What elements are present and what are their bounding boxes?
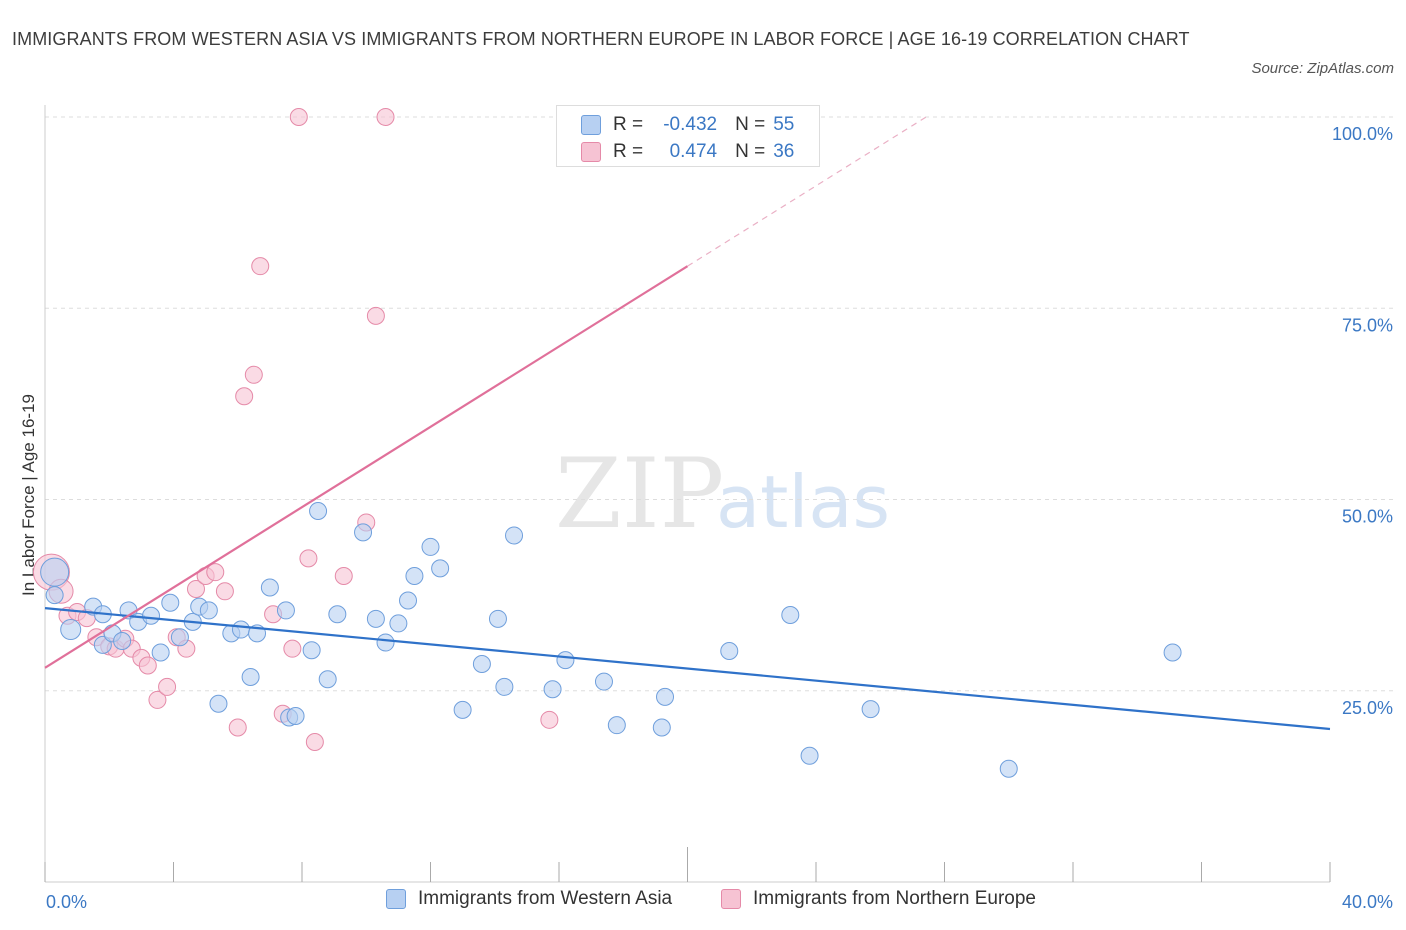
chart-legend: Immigrants from Western Asia Immigrants … — [0, 888, 1406, 916]
western-asia-point — [999, 759, 1018, 778]
western-asia-point — [60, 619, 82, 641]
legend-label: Immigrants from Northern Europe — [753, 888, 1036, 909]
x-tick-label: 0.0% — [46, 892, 87, 912]
western-asia-point — [399, 591, 418, 610]
northern-europe-point — [158, 677, 177, 696]
western-asia-point — [142, 606, 161, 625]
western-asia-point — [720, 641, 739, 660]
northern-europe-point — [186, 580, 205, 599]
western-asia-point — [652, 718, 671, 737]
western-asia-point — [488, 609, 507, 628]
western-asia-point — [405, 567, 424, 585]
y-tick-label: 100.0% — [1332, 124, 1393, 144]
western-asia-point — [170, 628, 189, 647]
northern-europe-point — [334, 567, 353, 585]
northern-europe-point — [244, 365, 263, 384]
blue-swatch-icon — [581, 115, 601, 135]
n-value: 55 — [773, 114, 795, 135]
r-label: R = — [613, 114, 644, 135]
y-tick-label: 25.0% — [1342, 698, 1393, 718]
western-asia-point — [309, 501, 328, 520]
western-asia-point — [231, 620, 250, 639]
correlation-row-western-asia: R = -0.432 N = 55 — [581, 112, 794, 138]
western-asia-point — [199, 601, 218, 620]
western-asia-point — [861, 700, 880, 719]
western-asia-point — [800, 746, 819, 765]
watermark-atlas: atlas — [716, 460, 890, 544]
northern-europe-point — [366, 306, 385, 325]
northern-europe-point — [251, 257, 270, 276]
northern-europe-point — [376, 108, 395, 126]
western-asia-point — [113, 632, 132, 651]
western-asia-point — [302, 641, 321, 660]
northern-europe-trend-extension — [687, 115, 929, 267]
northern-europe-trend-line — [44, 265, 689, 669]
y-axis-label: In Labor Force | Age 16-19 — [19, 394, 38, 596]
x-tick-label: 40.0% — [1342, 892, 1393, 912]
correlation-row-northern-europe: R = 0.474 N = 36 — [581, 139, 794, 165]
western-asia-point — [594, 672, 613, 691]
western-asia-point — [241, 667, 260, 686]
western-asia-point — [453, 700, 472, 719]
chart-title: IMMIGRANTS FROM WESTERN ASIA VS IMMIGRAN… — [12, 29, 1190, 49]
northern-europe-point — [283, 639, 302, 658]
western-asia-point — [543, 680, 562, 699]
western-asia-point — [656, 687, 675, 706]
correlation-box: R = -0.432 N = 55 R = 0.474 N = 36 — [556, 105, 820, 167]
western-asia-point — [421, 537, 440, 556]
northern-europe-point — [206, 563, 225, 582]
northern-europe-point — [215, 582, 234, 601]
western-asia-point — [505, 526, 524, 545]
western-asia-point — [93, 635, 112, 654]
western-asia-point — [45, 586, 64, 605]
legend-item-western-asia[interactable]: Immigrants from Western Asia — [386, 888, 672, 910]
western-asia-point — [376, 633, 395, 652]
western-asia-point — [260, 578, 279, 597]
pink-swatch-icon — [721, 889, 741, 909]
northern-europe-point — [235, 387, 254, 406]
y-tick-label: 75.0% — [1342, 315, 1393, 335]
watermark-zip: ZIP — [555, 438, 724, 550]
legend-item-northern-europe[interactable]: Immigrants from Northern Europe — [721, 888, 1036, 910]
n-label: N = — [735, 141, 766, 162]
western-asia-point — [209, 694, 228, 713]
western-asia-point — [781, 606, 800, 625]
western-asia-point — [354, 523, 373, 542]
northern-europe-point — [540, 710, 559, 729]
n-value: 36 — [773, 141, 795, 162]
western-asia-point — [40, 557, 70, 587]
northern-europe-point — [299, 549, 318, 568]
western-asia-point — [556, 651, 575, 670]
western-asia-point — [431, 559, 450, 578]
r-value: 0.474 — [669, 141, 718, 162]
northern-europe-point — [305, 733, 324, 752]
n-label: N = — [735, 114, 766, 135]
western-asia-point — [1163, 643, 1182, 662]
r-label: R = — [613, 141, 644, 162]
western-asia-point — [318, 670, 337, 689]
western-asia-point — [495, 677, 514, 696]
northern-europe-point — [289, 108, 308, 126]
y-tick-label: 50.0% — [1342, 507, 1393, 527]
legend-label: Immigrants from Western Asia — [418, 888, 673, 909]
western-asia-point — [286, 706, 305, 725]
western-asia-point — [328, 605, 347, 624]
northern-europe-point — [148, 690, 167, 709]
r-value: -0.432 — [663, 114, 718, 135]
northern-europe-point — [138, 656, 157, 675]
western-asia-point — [472, 654, 491, 673]
western-asia-point — [151, 643, 170, 662]
western-asia-point — [607, 716, 626, 735]
western-asia-trend-line — [44, 607, 1331, 731]
western-asia-point — [366, 609, 385, 628]
western-asia-point — [276, 601, 295, 620]
pink-swatch-icon — [581, 142, 601, 162]
northern-europe-point — [228, 718, 247, 737]
western-asia-point — [161, 593, 180, 612]
chart-source: Source: ZipAtlas.com — [1251, 60, 1394, 77]
western-asia-point — [389, 614, 408, 633]
blue-swatch-icon — [386, 889, 406, 909]
